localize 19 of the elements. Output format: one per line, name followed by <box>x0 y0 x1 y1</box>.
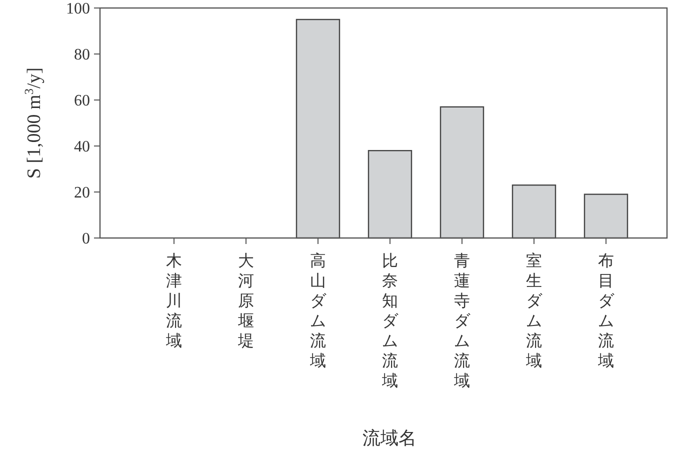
bar <box>368 150 412 239</box>
x-tick-label: 青蓮寺ダム流域 <box>453 251 471 390</box>
y-tick-label: 0 <box>82 230 90 248</box>
bar <box>584 194 628 239</box>
x-tick-label: 布目ダム流域 <box>597 251 615 370</box>
y-tick-label: 100 <box>66 0 90 18</box>
y-tick-label: 60 <box>74 92 90 110</box>
x-tick-label: 比奈知ダム流域 <box>381 251 399 390</box>
x-axis-title: 流域名 <box>362 428 416 449</box>
y-tick-label: 20 <box>74 184 90 202</box>
x-tick-label: 木津川流域 <box>165 251 182 350</box>
x-tick-label: 室生ダム流域 <box>525 251 543 370</box>
bar <box>440 106 484 239</box>
x-tick-label: 大河原堰堤 <box>237 251 254 350</box>
bar <box>512 184 556 239</box>
y-tick-label: 80 <box>74 46 90 64</box>
y-tick-label: 40 <box>74 138 90 156</box>
x-tick-label: 高山ダム流域 <box>309 251 327 370</box>
bar <box>296 18 340 239</box>
